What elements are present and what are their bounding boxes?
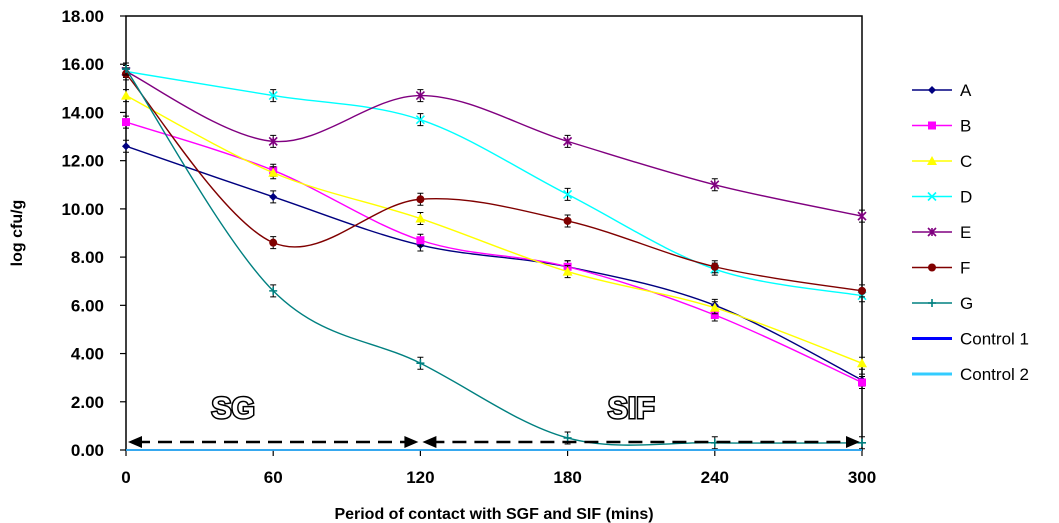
legend-label: A	[960, 81, 972, 100]
y-tick-label: 4.00	[71, 345, 104, 364]
y-tick-label: 12.00	[61, 152, 104, 171]
y-tick-label: 16.00	[61, 55, 104, 74]
legend-label: D	[960, 188, 972, 207]
data-point	[710, 180, 720, 190]
legend-item: F	[912, 259, 970, 278]
phase-arrowhead-right	[404, 436, 419, 448]
legend-label: F	[960, 259, 970, 278]
x-tick-label: 60	[264, 468, 283, 487]
data-point	[416, 359, 425, 368]
plot-area	[125, 15, 863, 451]
data-point	[122, 118, 130, 127]
legend-swatch-marker	[928, 299, 936, 307]
series-line	[125, 70, 863, 217]
phase-sg: SG	[128, 391, 419, 448]
series-line	[125, 73, 863, 292]
legend-item: Control 2	[912, 365, 1029, 384]
legend-label: Control 2	[960, 365, 1029, 384]
x-axis-title: Period of contact with SGF and SIF (mins…	[334, 506, 653, 523]
data-point	[563, 136, 573, 146]
data-point	[268, 91, 278, 101]
phase-label: SG	[212, 392, 255, 425]
y-tick-label: 10.00	[61, 200, 104, 219]
data-point	[858, 286, 866, 295]
y-tick-label: 0.00	[71, 441, 104, 460]
y-tick-label: 14.00	[61, 103, 104, 122]
x-tick-label: 240	[701, 468, 729, 487]
data-point	[269, 192, 278, 201]
data-point	[857, 211, 867, 221]
legend-swatch-marker	[927, 227, 937, 237]
axes: 0.00 2.00 4.00 6.00 8.00 10.00 12.00 14.00 16.00…	[61, 7, 876, 487]
phase-arrowhead-left	[128, 436, 142, 448]
legend-item: A	[912, 81, 972, 100]
phase-arrowhead-left	[422, 436, 437, 448]
data-point	[563, 433, 572, 442]
series-line	[125, 145, 863, 381]
data-point	[562, 266, 573, 276]
y-tick-label: 18.00	[61, 7, 104, 26]
legend-swatch-marker	[927, 191, 937, 202]
legend-item: G	[912, 294, 973, 313]
y-tick-label: 8.00	[71, 248, 104, 267]
data-point	[563, 189, 573, 199]
data-point	[416, 236, 425, 245]
legend-item: C	[912, 152, 972, 171]
legend-item: B	[912, 117, 971, 136]
series-line	[125, 70, 863, 297]
legend-label: C	[960, 152, 972, 171]
data-point	[416, 195, 425, 204]
data-point	[709, 302, 720, 312]
data-point	[269, 286, 278, 295]
data-point	[268, 167, 279, 177]
phase-sif: SIF	[422, 391, 860, 448]
x-tick-label: 120	[406, 468, 434, 487]
legend-swatch-marker	[928, 121, 936, 130]
phase-arrowhead-right	[846, 436, 860, 448]
legend-label: G	[960, 294, 973, 313]
legend-label: B	[960, 117, 971, 136]
series-c	[121, 89, 867, 370]
y-axis-title: log cfu/g	[9, 200, 26, 267]
legend-label: Control 1	[960, 330, 1029, 349]
x-tick-label: 300	[848, 468, 876, 487]
data-point	[858, 438, 866, 447]
legend-swatch-marker	[927, 156, 937, 165]
legend-item: D	[912, 188, 972, 207]
data-point	[122, 142, 130, 151]
data-point	[121, 90, 131, 100]
data-point	[268, 136, 278, 146]
phase-label: SIF	[608, 392, 655, 425]
x-tick-label: 180	[553, 468, 581, 487]
data-point	[415, 213, 426, 223]
legend-swatch-marker	[928, 263, 936, 272]
legend-label: E	[960, 223, 971, 242]
data-point	[857, 358, 867, 368]
series-line	[125, 121, 863, 384]
data-point	[122, 65, 130, 74]
y-tick-label: 6.00	[71, 296, 104, 315]
data-point	[415, 115, 425, 125]
series-line	[125, 94, 863, 364]
data-point	[269, 238, 278, 247]
phase-layer: SG SIF	[128, 391, 860, 448]
data-point	[710, 310, 719, 319]
y-tick-label: 2.00	[71, 393, 104, 412]
data-point	[858, 378, 866, 387]
data-point	[710, 262, 719, 271]
legend-swatch-marker	[928, 86, 936, 94]
series-f	[122, 67, 866, 298]
legend-item: E	[912, 223, 971, 242]
x-tick-label: 0	[121, 468, 130, 487]
data-point	[415, 91, 425, 101]
legend-item: Control 1	[912, 330, 1029, 349]
data-point	[563, 216, 572, 225]
